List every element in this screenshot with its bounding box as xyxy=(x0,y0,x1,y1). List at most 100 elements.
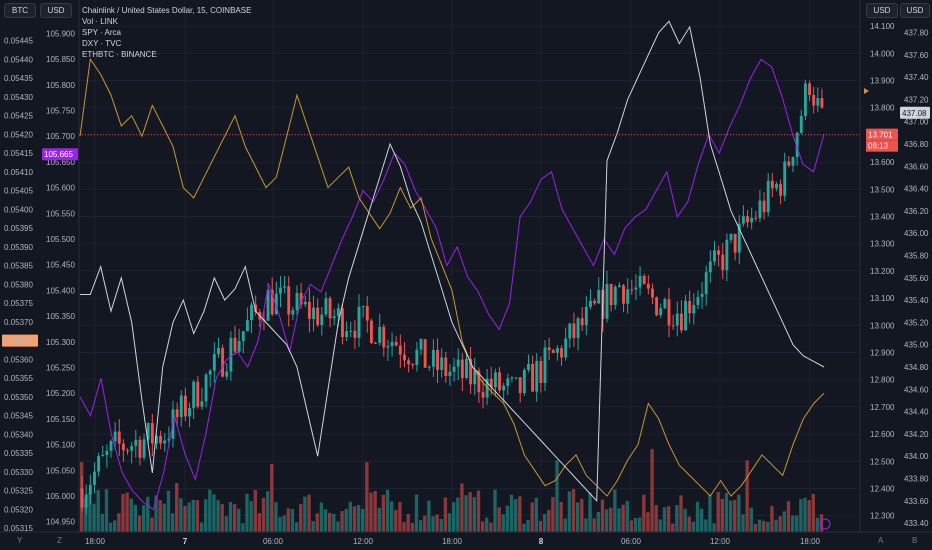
scroll-arrow-icon xyxy=(864,88,869,94)
candle-body xyxy=(283,286,287,288)
volume-bar xyxy=(294,522,299,532)
candle-body xyxy=(349,330,353,332)
volume-bar xyxy=(282,515,286,532)
candle-body xyxy=(725,239,729,271)
x-tick-label: 8 xyxy=(539,537,544,546)
btc-tick-label: 0.05325 xyxy=(4,487,33,496)
legend-title[interactable]: Chainlink / United States Dollar, 15, CO… xyxy=(82,6,252,15)
volume-bar xyxy=(142,505,146,532)
volume-bar xyxy=(638,517,642,532)
volume-bar xyxy=(542,513,547,532)
legend-item-ethbtc[interactable]: ETHBTC · BINANCE xyxy=(82,50,157,59)
volume-bar xyxy=(596,511,600,532)
volume-bar xyxy=(551,497,555,532)
candle-body xyxy=(812,94,816,106)
volume-bar xyxy=(480,521,485,532)
volume-bar xyxy=(286,508,290,532)
candle-body xyxy=(270,289,274,315)
candle-body xyxy=(816,98,820,106)
spy-tick-label: 437.40 xyxy=(904,73,929,82)
volume-bar xyxy=(654,505,658,532)
volume-bar xyxy=(224,516,228,532)
volume-bar xyxy=(724,492,729,532)
dxy-tick-label: 105.850 xyxy=(46,55,75,64)
corner-b[interactable]: B xyxy=(912,536,918,545)
volume-bar xyxy=(617,508,621,532)
volume-bar xyxy=(650,449,654,532)
candle-body xyxy=(510,377,514,379)
volume-bar xyxy=(819,514,824,532)
legend-item-spy[interactable]: SPY · Arca xyxy=(82,28,121,37)
spy-tick-label: 433.60 xyxy=(904,497,929,506)
candle-body xyxy=(820,98,824,108)
candle-body xyxy=(502,385,506,391)
volume-bar xyxy=(290,508,295,532)
volume-bar xyxy=(530,502,534,532)
volume-bar xyxy=(795,515,799,532)
volume-bar xyxy=(154,495,158,532)
candle-body xyxy=(415,349,419,366)
candle-body xyxy=(551,350,555,353)
volume-bar xyxy=(381,494,386,532)
volume-bar xyxy=(766,521,770,532)
link-price-label: 13.701 xyxy=(868,131,893,140)
volume-bar xyxy=(666,506,671,532)
btc-tick-label: 0.05435 xyxy=(4,74,33,83)
candle-body xyxy=(138,439,142,458)
spy-tick-label: 436.60 xyxy=(904,162,929,171)
candle-body xyxy=(229,337,233,372)
candle-body xyxy=(506,378,510,386)
volume-bar xyxy=(179,498,183,532)
candle-body xyxy=(163,440,167,444)
btc-tick-label: 0.05445 xyxy=(4,37,33,46)
right-currency-button-2[interactable]: USD xyxy=(900,3,930,18)
legend-item-dxy[interactable]: DXY · TVC xyxy=(82,39,122,48)
candle-body xyxy=(179,395,183,418)
candle-body xyxy=(299,292,303,305)
candle-body xyxy=(535,361,539,392)
spy-tick-label: 436.20 xyxy=(904,207,929,216)
candle-body xyxy=(237,340,241,352)
right-currency-button[interactable]: USD xyxy=(866,3,898,18)
spy-tick-labels: 437.80 437.60 437.40 437.20 437.00 436.80 436.… xyxy=(904,28,929,528)
candle-body xyxy=(419,339,423,350)
volume-bar xyxy=(749,507,753,532)
candle-body xyxy=(440,357,444,370)
corner-a[interactable]: A xyxy=(878,536,884,545)
link-tick-label: 12.700 xyxy=(870,403,895,412)
volume-bar xyxy=(733,500,737,532)
volume-bar xyxy=(757,519,762,532)
volume-bar xyxy=(633,518,638,532)
candle-body xyxy=(555,348,559,353)
volume-bar xyxy=(803,497,807,532)
legend-item-volume[interactable]: Vol · LINK xyxy=(82,17,119,26)
dxy-price-label: 105.665 xyxy=(44,150,73,159)
btc-tick-label: 0.05375 xyxy=(4,299,33,308)
volume-bar xyxy=(509,494,514,532)
volume-bar xyxy=(274,502,278,532)
btc-axis-currency-button[interactable]: BTC xyxy=(4,3,36,18)
btc-tick-label: 0.05410 xyxy=(4,168,33,177)
right-axis-panel xyxy=(860,0,932,532)
volume-bar xyxy=(456,497,460,532)
candle-body xyxy=(758,200,762,219)
candle-body xyxy=(196,381,200,407)
series-line-dxy xyxy=(79,57,825,497)
series-line-spy xyxy=(80,20,825,503)
volume-bar xyxy=(489,522,493,532)
candle-body xyxy=(312,307,315,319)
candle-body xyxy=(684,300,687,331)
volume-bar xyxy=(567,491,572,532)
volume-bar xyxy=(476,490,481,532)
left-currency-button[interactable]: USD xyxy=(40,3,72,18)
candle-body xyxy=(423,339,427,368)
volume-bar xyxy=(493,489,497,532)
volume-bar xyxy=(497,507,501,532)
link-tick-label: 13.200 xyxy=(870,267,895,276)
dxy-tick-label: 105.000 xyxy=(46,492,75,501)
volume-bar xyxy=(129,498,133,532)
corner-z[interactable]: Z xyxy=(57,536,62,545)
corner-y[interactable]: Y xyxy=(17,536,23,545)
candle-body xyxy=(105,450,109,456)
